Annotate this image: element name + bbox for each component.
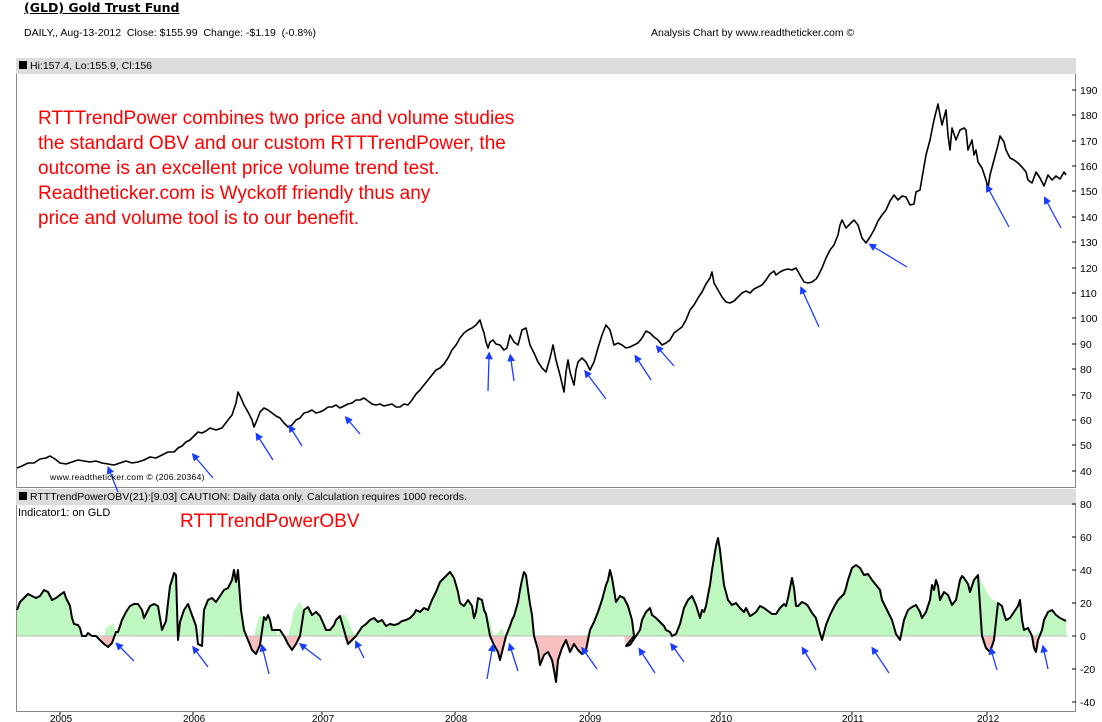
- y-tick: 170: [1080, 136, 1098, 148]
- price-y-axis: 190 180 170 160 150 140 130 120 110 100 …: [1072, 85, 1098, 478]
- arrow-icon: [485, 351, 493, 392]
- price-legend: Hi:157.4, Lo:155.9, Cl:156: [30, 60, 153, 72]
- arrow-icon: [871, 646, 890, 674]
- arrow-icon: [655, 345, 675, 367]
- price-line: [16, 103, 1067, 469]
- arrow-icon: [288, 424, 303, 447]
- y-tick: 70: [1080, 390, 1092, 402]
- y-tick: 40: [1080, 466, 1092, 478]
- y-tick: 130: [1080, 237, 1098, 249]
- positive-fill: [17, 538, 1066, 636]
- negative-fill: [284, 636, 300, 650]
- y-tick: 100: [1080, 313, 1098, 325]
- arrow-icon: [799, 286, 820, 328]
- x-tick: 2009: [579, 714, 602, 722]
- y-tick: 60: [1080, 532, 1092, 544]
- negative-fill: [490, 636, 506, 660]
- y-tick: 0: [1080, 631, 1086, 643]
- indicator-panel-header: RTTTrendPowerOBV(21):[9.03] CAUTION: Dai…: [16, 489, 1076, 505]
- chart-title[interactable]: (GLD) Gold Trust Fund: [24, 0, 180, 15]
- price-arrows: [106, 184, 1062, 493]
- x-tick: 2005: [50, 714, 73, 722]
- arrow-icon: [106, 465, 119, 493]
- y-tick: 180: [1080, 110, 1098, 122]
- y-tick: -40: [1080, 697, 1095, 709]
- indicator-label: Indicator1: on GLD: [18, 507, 111, 519]
- arrow-icon: [1040, 644, 1049, 670]
- arrow-icon: [298, 643, 322, 661]
- indicator-legend: RTTTrendPowerOBV(21):[9.03] CAUTION: Dai…: [30, 491, 467, 503]
- x-tick: 2006: [183, 714, 206, 722]
- x-tick: 2007: [312, 714, 335, 722]
- black-square-icon: [19, 61, 27, 69]
- y-tick: 20: [1080, 598, 1092, 610]
- arrow-icon: [191, 453, 214, 479]
- y-tick: 60: [1080, 415, 1092, 427]
- y-tick: 110: [1080, 288, 1097, 300]
- indicator-y-axis: 80 60 40 20 0 -20 -40: [1072, 499, 1095, 709]
- arrow-icon: [344, 416, 361, 435]
- arrow-icon: [507, 642, 519, 672]
- indicator-title: RTTTrendPowerOBV: [180, 511, 360, 532]
- x-tick: 2010: [710, 714, 733, 722]
- y-tick: 150: [1080, 186, 1098, 198]
- y-tick: 40: [1080, 565, 1092, 577]
- x-tick: 2008: [445, 714, 468, 722]
- negative-fill: [248, 636, 262, 654]
- arrow-icon: [868, 243, 908, 268]
- y-tick: 120: [1080, 263, 1098, 275]
- arrow-icon: [985, 184, 1010, 228]
- price-panel-header: Hi:157.4, Lo:155.9, Cl:156: [16, 58, 1076, 74]
- negative-fill: [534, 636, 588, 682]
- quote-summary: DAILY,, Aug-13-2012 Close: $155.99 Chang…: [24, 27, 317, 39]
- arrow-icon: [670, 642, 685, 663]
- arrow-icon: [259, 643, 270, 675]
- black-square-icon: [19, 492, 27, 500]
- arrow-icon: [581, 646, 598, 670]
- indicator-arrows: [115, 640, 1049, 680]
- price-panel: [16, 74, 1076, 488]
- x-tick: 2012: [977, 714, 1000, 722]
- indicator-area: [16, 537, 1068, 683]
- arrow-icon: [1043, 196, 1062, 229]
- arrow-icon: [486, 643, 496, 680]
- y-tick: 160: [1080, 161, 1098, 173]
- arrow-icon: [355, 640, 365, 659]
- arrow-icon: [115, 642, 135, 662]
- arrow-icon: [638, 647, 656, 674]
- watermark: www.readtheticker.com © (206.20364): [50, 472, 205, 482]
- chart-credit: Analysis Chart by www.readtheticker.com …: [651, 27, 855, 39]
- y-tick: 80: [1080, 499, 1092, 511]
- annotation-text: RTTTrendPower combines two price and vol…: [38, 108, 515, 229]
- arrow-icon: [634, 354, 652, 381]
- y-tick: 90: [1080, 339, 1092, 351]
- negative-fill: [982, 636, 996, 652]
- arrow-icon: [988, 646, 998, 671]
- arrow-icon: [507, 353, 516, 382]
- y-tick: 80: [1080, 364, 1092, 376]
- arrow-icon: [255, 432, 274, 461]
- x-axis: 2005 2006 2007 2008 2009 2010 2011 2012: [50, 712, 1000, 722]
- y-tick: 190: [1080, 85, 1098, 97]
- arrow-icon: [584, 369, 607, 400]
- y-tick: 140: [1080, 212, 1098, 224]
- arrow-icon: [801, 646, 817, 671]
- x-tick: 2011: [842, 714, 864, 722]
- y-tick: 50: [1080, 440, 1092, 452]
- indicator-line: [16, 537, 1067, 683]
- y-tick: -20: [1080, 664, 1095, 676]
- arrow-icon: [192, 645, 209, 668]
